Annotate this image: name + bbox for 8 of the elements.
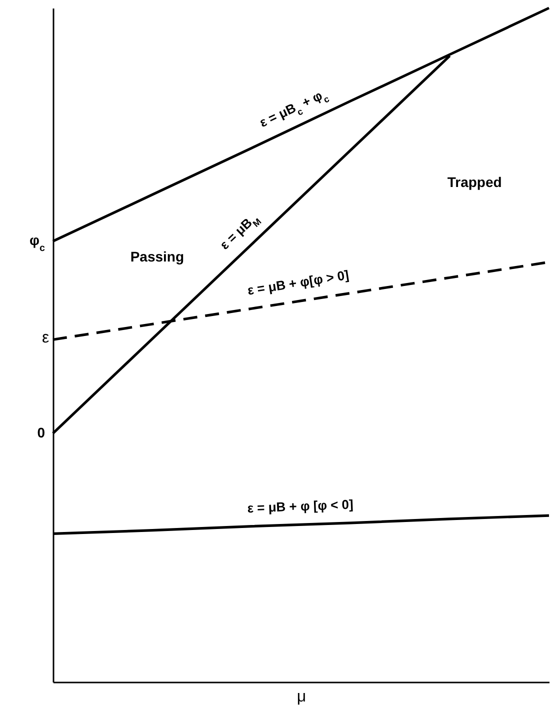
- y-axis-title: ε: [42, 330, 50, 346]
- text: 0: [37, 424, 46, 440]
- annotation: Trapped: [447, 174, 502, 190]
- series-label: ε = μB + φ [φ < 0]: [247, 496, 354, 516]
- x-axis-title: μ: [296, 688, 306, 706]
- annotation: Passing: [130, 248, 184, 264]
- text: φ$_{c}$: [30, 232, 46, 254]
- text: ε = μB + φ[φ > 0]: [246, 267, 350, 298]
